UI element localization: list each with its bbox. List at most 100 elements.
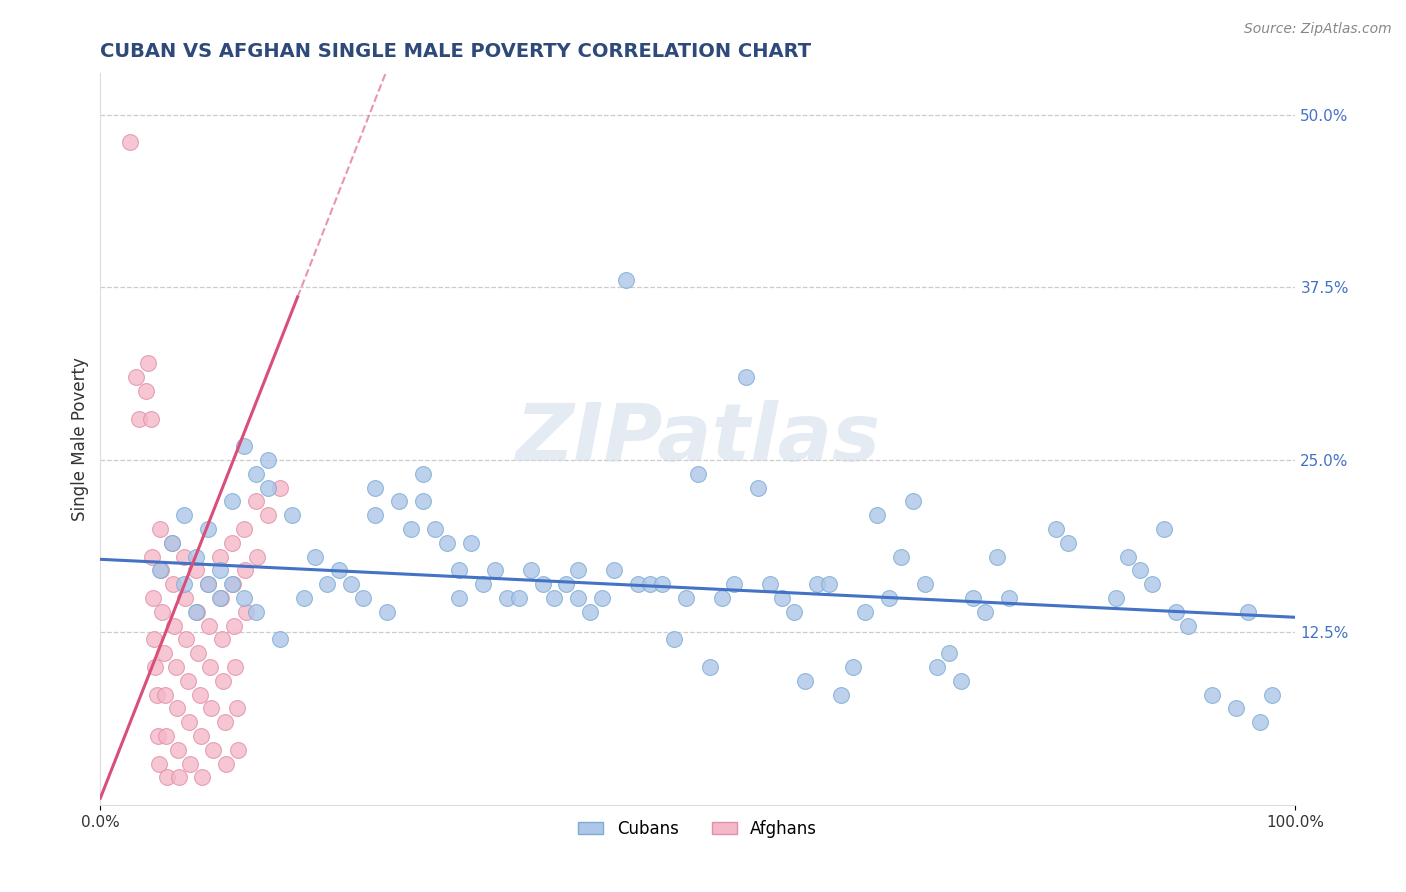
- Point: [232, 522, 254, 536]
- Point: [662, 632, 685, 647]
- Point: [412, 467, 434, 481]
- Point: [215, 756, 238, 771]
- Point: [614, 273, 637, 287]
- Point: [224, 660, 246, 674]
- Point: [1249, 715, 1271, 730]
- Point: [304, 549, 326, 564]
- Point: [165, 660, 187, 674]
- Point: [1236, 605, 1258, 619]
- Point: [208, 591, 231, 605]
- Point: [143, 660, 166, 674]
- Point: [794, 673, 817, 688]
- Point: [364, 508, 387, 523]
- Point: [375, 605, 398, 619]
- Point: [149, 563, 172, 577]
- Point: [531, 577, 554, 591]
- Point: [208, 549, 231, 564]
- Point: [188, 688, 211, 702]
- Point: [152, 646, 174, 660]
- Point: [484, 563, 506, 577]
- Point: [877, 591, 900, 605]
- Point: [340, 577, 363, 591]
- Point: [758, 577, 780, 591]
- Point: [224, 618, 246, 632]
- Point: [447, 591, 470, 605]
- Point: [162, 577, 184, 591]
- Point: [163, 618, 186, 632]
- Point: [148, 756, 170, 771]
- Point: [232, 591, 254, 605]
- Point: [901, 494, 924, 508]
- Point: [208, 563, 231, 577]
- Point: [710, 591, 733, 605]
- Point: [675, 591, 697, 605]
- Point: [184, 549, 207, 564]
- Point: [197, 577, 219, 591]
- Point: [925, 660, 948, 674]
- Point: [176, 673, 198, 688]
- Point: [256, 453, 278, 467]
- Point: [146, 729, 169, 743]
- Point: [734, 370, 756, 384]
- Point: [197, 522, 219, 536]
- Point: [567, 563, 589, 577]
- Point: [186, 605, 208, 619]
- Point: [1129, 563, 1152, 577]
- Point: [156, 771, 179, 785]
- Point: [686, 467, 709, 481]
- Point: [201, 743, 224, 757]
- Point: [399, 522, 422, 536]
- Point: [292, 591, 315, 605]
- Point: [388, 494, 411, 508]
- Point: [316, 577, 339, 591]
- Point: [139, 411, 162, 425]
- Point: [460, 535, 482, 549]
- Point: [1105, 591, 1128, 605]
- Point: [770, 591, 793, 605]
- Point: [938, 646, 960, 660]
- Text: CUBAN VS AFGHAN SINGLE MALE POVERTY CORRELATION CHART: CUBAN VS AFGHAN SINGLE MALE POVERTY CORR…: [100, 42, 811, 61]
- Point: [651, 577, 673, 591]
- Point: [187, 646, 209, 660]
- Point: [471, 577, 494, 591]
- Point: [1201, 688, 1223, 702]
- Point: [555, 577, 578, 591]
- Point: [1164, 605, 1187, 619]
- Point: [125, 370, 148, 384]
- Point: [149, 522, 172, 536]
- Point: [160, 535, 183, 549]
- Point: [519, 563, 541, 577]
- Point: [543, 591, 565, 605]
- Point: [222, 577, 245, 591]
- Point: [256, 481, 278, 495]
- Point: [200, 701, 222, 715]
- Point: [245, 605, 267, 619]
- Point: [176, 632, 198, 647]
- Point: [212, 673, 235, 688]
- Point: [830, 688, 852, 702]
- Point: [232, 439, 254, 453]
- Point: [412, 494, 434, 508]
- Point: [1057, 535, 1080, 549]
- Point: [173, 577, 195, 591]
- Point: [508, 591, 530, 605]
- Point: [233, 563, 256, 577]
- Point: [627, 577, 650, 591]
- Point: [1260, 688, 1282, 702]
- Point: [1045, 522, 1067, 536]
- Point: [214, 715, 236, 730]
- Point: [280, 508, 302, 523]
- Point: [495, 591, 517, 605]
- Point: [177, 715, 200, 730]
- Point: [806, 577, 828, 591]
- Point: [579, 605, 602, 619]
- Point: [1153, 522, 1175, 536]
- Point: [173, 508, 195, 523]
- Point: [160, 535, 183, 549]
- Point: [914, 577, 936, 591]
- Point: [853, 605, 876, 619]
- Point: [1177, 618, 1199, 632]
- Point: [221, 494, 243, 508]
- Point: [423, 522, 446, 536]
- Point: [818, 577, 841, 591]
